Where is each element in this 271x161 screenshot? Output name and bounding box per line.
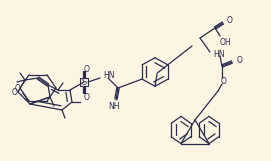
Text: O: O [227,15,233,24]
Text: HN: HN [213,49,224,58]
Text: S: S [81,77,87,86]
Text: O: O [11,87,17,96]
Text: OH: OH [219,38,231,47]
Text: O: O [84,93,90,101]
Text: HN: HN [103,71,115,80]
Text: O: O [221,76,227,85]
FancyBboxPatch shape [80,78,88,86]
Text: O: O [237,56,243,65]
Text: NH: NH [108,101,120,110]
Text: O: O [15,84,21,93]
Text: O: O [84,65,90,74]
